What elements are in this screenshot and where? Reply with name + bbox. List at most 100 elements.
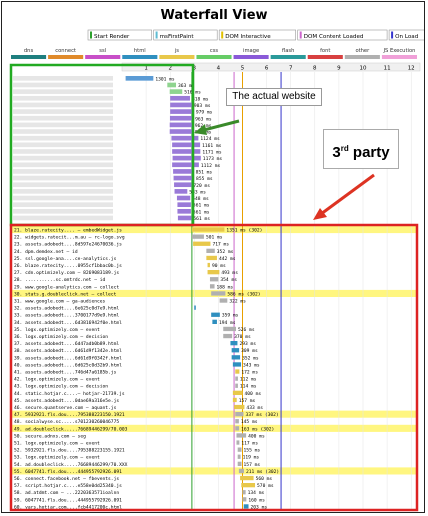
phase-swatch	[233, 55, 269, 59]
request-bar	[211, 312, 220, 317]
request-duration: 114 ms	[240, 384, 257, 390]
request-label: 53. logx.optimizely.com – event	[14, 455, 100, 461]
request-duration: 442 ms	[219, 256, 236, 262]
request-duration: 337 ms (302)	[245, 412, 278, 418]
first-party-bar	[177, 202, 191, 207]
legend-swatch	[391, 31, 394, 39]
legend-label: DOM Content Loaded	[304, 34, 364, 40]
axis-tick-label: 8	[313, 66, 317, 72]
first-party-url-blur	[13, 162, 113, 168]
request-label: 36. logx.optimizely.com – decision	[14, 334, 108, 340]
first-party-duration: 720 ms	[193, 183, 210, 189]
request-label: 30. stats.g.doubleclick.net – collect	[14, 291, 117, 297]
request-label: 29. www.google-analytics.com – collect	[14, 284, 119, 290]
request-duration: 188 ms	[217, 284, 234, 290]
first-party-bar	[172, 155, 201, 161]
first-party-url-blur	[13, 189, 113, 194]
first-party-bar	[177, 215, 192, 221]
first-party-url-blur	[13, 149, 113, 154]
request-duration: 157 ms	[244, 462, 261, 468]
request-label: 44. static.hotjar.c....– hotjar-21739.js	[14, 391, 125, 397]
request-label: 25. ssl.google-ana....ce-analytics.js	[14, 256, 117, 262]
request-duration: 90 ms	[212, 263, 226, 269]
phase-label: image	[243, 48, 259, 54]
phase-swatch	[196, 55, 232, 59]
first-party-url-blur	[13, 155, 113, 161]
first-party-duration: 561 ms	[193, 203, 210, 209]
request-label: 32. assets.adobedt....6e625c0d7e9.html	[14, 306, 119, 312]
axis-tick-label: 7	[289, 66, 293, 72]
first-party-duration: 561 ms	[193, 209, 210, 215]
request-duration: 400 ms	[248, 433, 265, 439]
first-party-arrow	[199, 119, 240, 133]
request-bar	[194, 305, 196, 310]
request-duration: 160 ms	[248, 497, 265, 503]
request-duration: 343 ms	[243, 362, 260, 368]
legend-item-box	[87, 29, 152, 41]
axis-tick-label: 1	[144, 66, 148, 72]
axis-tick-label: 9	[337, 66, 341, 72]
request-bar	[206, 248, 215, 253]
legend-label: msFirstPaint	[160, 34, 195, 40]
legend-label: Start Render	[94, 34, 130, 40]
request-label: 23. assets.adobedt....8d597e24670036.js	[14, 242, 122, 248]
request-bar	[237, 447, 242, 452]
request-bar	[191, 227, 225, 232]
request-bar	[232, 397, 237, 403]
request-bar	[237, 454, 241, 459]
request-label: 38. assets.adobedt....6d61d9f1342e.html	[14, 348, 122, 354]
request-duration: 560 ms	[256, 476, 273, 482]
phase-swatch	[344, 55, 380, 59]
phase-swatch	[270, 55, 306, 59]
request-duration: 570 ms	[257, 483, 274, 489]
first-party-url-blur	[13, 102, 113, 108]
request-label: 49. ad.doubleclick.....76689446299/70.00…	[14, 426, 128, 432]
first-party-duration: 1173 ms	[203, 156, 223, 162]
request-bar	[242, 490, 246, 495]
third-party-arrowhead	[313, 208, 327, 220]
request-duration: 586 ms (302)	[227, 291, 260, 297]
legend-item-box	[388, 29, 424, 41]
chart-title: Waterfall View	[160, 8, 267, 23]
request-duration: 501 ms	[206, 235, 223, 241]
row-highlight	[12, 424, 416, 432]
request-duration: 352 ms	[242, 355, 259, 361]
request-duration: 172 ms	[241, 370, 258, 376]
phase-swatch	[159, 55, 195, 59]
third-party-box	[9, 223, 419, 512]
request-bar	[235, 426, 240, 431]
request-label: 52. 5932921.fls.dou....795388223155.1921	[14, 448, 125, 454]
request-duration: 493 ms	[221, 270, 238, 276]
first-party-bar	[173, 169, 194, 174]
first-party-bar	[169, 89, 183, 94]
first-party-bar	[170, 95, 190, 101]
request-label: 35. logx.optimizely.com – event	[14, 327, 100, 333]
first-party-url-blur	[13, 195, 113, 201]
request-label: 21. blaze.ratecity.... – embedWidget.js	[14, 228, 122, 234]
row-highlight	[12, 410, 416, 418]
time-axis: 1 2 3 4 5 6 7 8 9 10 11 12	[121, 62, 421, 72]
first-party-bar	[170, 109, 194, 114]
first-party-duration: 963 ms	[195, 116, 212, 122]
request-duration: 155 ms	[244, 448, 261, 454]
first-party-bar	[170, 102, 192, 108]
request-bar	[223, 326, 236, 332]
first-party-url-blur	[13, 109, 113, 114]
phase-label: other	[355, 48, 370, 54]
third-party-arrow	[320, 173, 375, 216]
phase-label: html	[134, 48, 146, 54]
axis-tick-label: 12	[408, 66, 415, 72]
request-label: 26. blaze.ratecity.....0955cf1bbac0b.js	[14, 263, 122, 269]
axis-tick-label: 2	[168, 66, 172, 72]
first-party-duration: 533 ms	[189, 189, 206, 195]
request-label: 42. logx.optimizely.com – event	[14, 377, 100, 383]
first-party-bar	[172, 162, 199, 168]
request-bar	[235, 383, 238, 388]
first-party-arrowhead	[194, 124, 207, 135]
first-party-url-blur	[13, 135, 113, 141]
request-label: 37. assets.adobedt....6d47adb0b89.html	[14, 341, 119, 347]
request-label: 24. dpm.demdex.net – id	[14, 249, 78, 255]
request-bar	[231, 355, 241, 360]
axis-tick-label: 10	[360, 66, 367, 72]
